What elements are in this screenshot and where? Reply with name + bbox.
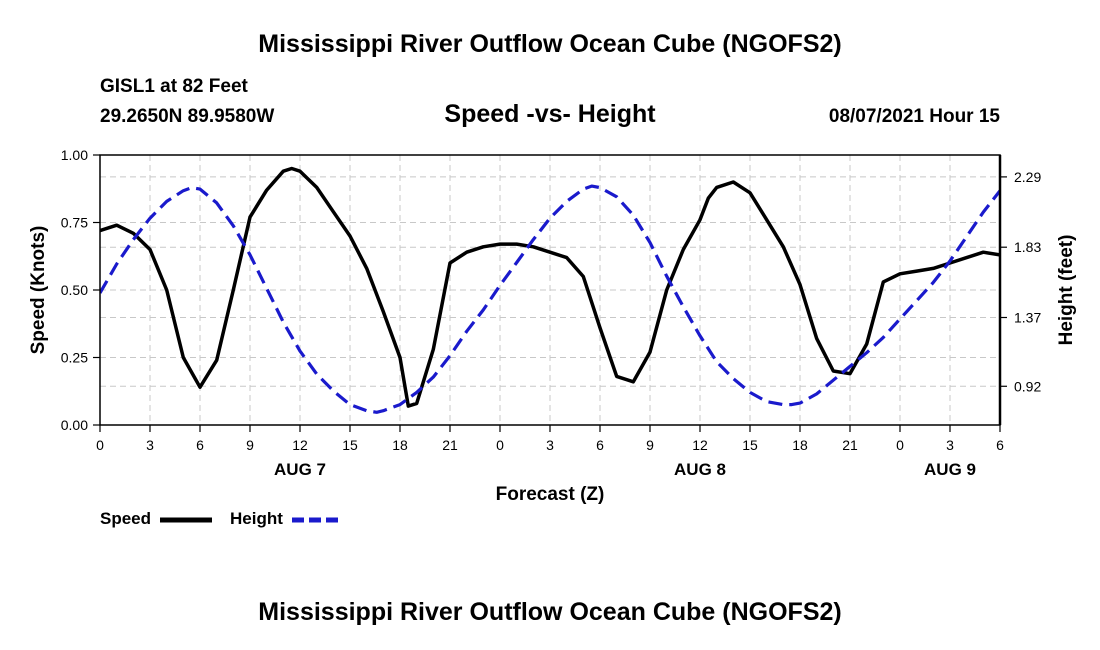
- x-tick-label: 3: [146, 437, 154, 453]
- x-tick-label: 6: [596, 437, 604, 453]
- y-tick-label: 0.25: [61, 350, 88, 366]
- x-tick-label: 0: [96, 437, 104, 453]
- x-tick-label: 9: [246, 437, 254, 453]
- y-tick-label: 0.00: [61, 417, 88, 433]
- x-tick-label: 3: [546, 437, 554, 453]
- footer-title: Mississippi River Outflow Ocean Cube (NG…: [258, 598, 842, 626]
- day-label: AUG 7: [274, 460, 326, 479]
- y2-tick-label: 0.92: [1014, 378, 1041, 394]
- forecast-datetime: 08/07/2021 Hour 15: [828, 106, 1000, 127]
- y-tick-label: 0.75: [61, 215, 88, 231]
- x-tick-label: 15: [742, 437, 758, 453]
- height-series-line: [100, 184, 1000, 414]
- x-tick-label: 0: [896, 437, 904, 453]
- x-tick-label: 15: [342, 437, 358, 453]
- y2-tick-label: 1.83: [1014, 239, 1041, 255]
- legend-height-label: Height: [230, 509, 283, 528]
- x-tick-label: 12: [292, 437, 308, 453]
- speed-series-line: [100, 166, 1000, 408]
- x-tick-label: 21: [442, 437, 458, 453]
- series-layer: [100, 166, 1000, 414]
- x-tick-label: 6: [996, 437, 1004, 453]
- day-label: AUG 8: [674, 460, 726, 479]
- y-axis-label: Speed (Knots): [28, 226, 49, 355]
- chart-subtitle: Speed -vs- Height: [444, 100, 656, 128]
- x-tick-label: 18: [392, 437, 408, 453]
- x-tick-label: 3: [946, 437, 954, 453]
- y2-tick-label: 1.37: [1014, 310, 1041, 326]
- tick-labels: 0 3 6 9 12 15 18 21 0 3 6 9 12 15 18 21 0 3 6 AUG 7 AUG 8 AUG…: [61, 147, 1042, 479]
- y-tick-label: 1.00: [61, 147, 88, 163]
- x-tick-label: 0: [496, 437, 504, 453]
- x-tick-label: 6: [196, 437, 204, 453]
- x-tick-label: 21: [842, 437, 858, 453]
- x-tick-label: 12: [692, 437, 708, 453]
- legend-speed-label: Speed: [100, 509, 152, 528]
- y2-axis-label: Height (feet): [1056, 235, 1077, 346]
- chart-title: Mississippi River Outflow Ocean Cube (NG…: [258, 30, 842, 58]
- day-label: AUG 9: [924, 460, 976, 479]
- x-axis-label: Forecast (Z): [496, 484, 605, 505]
- y-tick-label: 0.50: [61, 282, 88, 298]
- station-name: GISL1 at 82 Feet: [100, 76, 248, 97]
- x-tick-label: 9: [646, 437, 654, 453]
- x-tick-label: 18: [792, 437, 808, 453]
- y2-tick-label: 2.29: [1014, 169, 1041, 185]
- station-coordinates: 29.2650N 89.9580W: [100, 106, 275, 127]
